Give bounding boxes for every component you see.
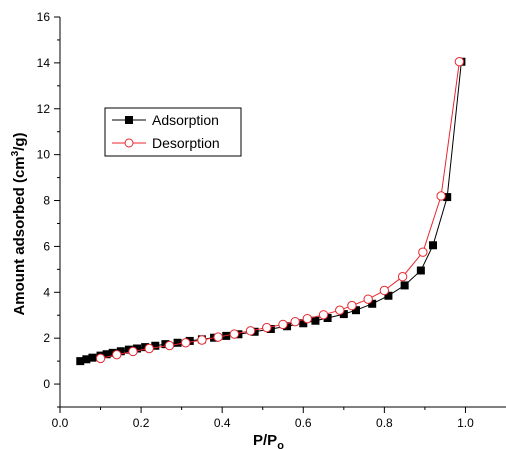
legend-desorption-label: Desorption xyxy=(152,135,220,151)
data-point-desorption xyxy=(454,57,465,67)
data-point-desorption xyxy=(144,343,154,354)
y-axis-title: Amount adsorbed (cm3/g) xyxy=(10,132,28,315)
data-point-adsorption xyxy=(384,291,393,300)
data-point-desorption xyxy=(397,271,408,282)
axis-ticks: 0.0 0.2 0.4 0.6 0.8 1.0 0 2 4 6 8 10 12 14 16 xyxy=(37,10,474,430)
data-point-desorption xyxy=(418,247,428,257)
series-line-adsorption xyxy=(80,61,462,362)
x-tick-label: 0.0 xyxy=(52,416,69,430)
x-tick-label: 0.4 xyxy=(214,416,231,430)
data-point-desorption xyxy=(302,313,313,324)
y-tick-label: 4 xyxy=(43,285,50,299)
data-point-adsorption xyxy=(400,281,409,290)
data-point-desorption xyxy=(164,340,175,351)
data-point-adsorption xyxy=(102,350,111,359)
data-point-adsorption xyxy=(173,338,182,347)
data-point-adsorption xyxy=(368,299,377,308)
y-axis-title-tail: /g) xyxy=(11,132,28,150)
y-tick-label: 8 xyxy=(43,194,50,208)
y-tick-label: 2 xyxy=(43,331,50,345)
data-point-adsorption xyxy=(311,316,320,325)
data-point-desorption xyxy=(229,329,240,339)
data-point-adsorption xyxy=(116,347,125,356)
legend: Adsorption Desorption xyxy=(104,107,242,157)
series-line-desorption xyxy=(100,61,460,359)
data-point-adsorption xyxy=(429,241,438,250)
data-point-desorption xyxy=(278,319,288,330)
legend-adsorption-marker xyxy=(125,116,133,124)
data-point-adsorption xyxy=(82,355,91,364)
x-tick-label: 0.6 xyxy=(295,416,312,430)
data-point-adsorption xyxy=(443,193,452,202)
data-point-desorption xyxy=(436,191,446,201)
data-point-desorption xyxy=(347,300,357,311)
data-point-adsorption xyxy=(299,319,308,328)
data-point-adsorption xyxy=(88,353,97,362)
x-tick-label: 1.0 xyxy=(457,416,474,430)
data-point-adsorption xyxy=(323,313,332,322)
data-point-adsorption xyxy=(151,341,160,350)
data-point-adsorption xyxy=(351,306,360,315)
x-axis-title-main: P/P xyxy=(253,432,277,449)
x-tick-label: 0.2 xyxy=(133,416,150,430)
data-point-desorption xyxy=(363,294,373,304)
legend-adsorption-label: Adsorption xyxy=(152,112,219,128)
data-point-adsorption xyxy=(76,357,85,366)
series-desorption xyxy=(95,57,465,364)
data-point-desorption xyxy=(335,305,345,315)
legend-desorption-marker xyxy=(124,138,134,148)
series-adsorption xyxy=(76,57,466,366)
data-point-desorption xyxy=(112,349,122,360)
data-point-desorption xyxy=(262,322,272,333)
y-tick-label: 12 xyxy=(37,102,51,116)
data-point-desorption xyxy=(128,346,138,357)
data-series xyxy=(76,57,466,366)
x-axis-title-sub: o xyxy=(277,440,284,449)
data-point-adsorption xyxy=(133,344,142,353)
data-point-desorption xyxy=(379,285,390,296)
y-axis-title-main: Amount adsorbed (cm xyxy=(11,156,28,315)
data-point-adsorption xyxy=(339,310,348,319)
y-tick-label: 14 xyxy=(37,56,51,70)
y-tick-label: 10 xyxy=(37,148,51,162)
y-axis-title-sup: 3 xyxy=(10,150,21,156)
data-point-desorption xyxy=(95,353,106,364)
x-tick-label: 0.8 xyxy=(376,416,393,430)
data-point-desorption xyxy=(245,326,256,336)
data-point-desorption xyxy=(213,332,223,342)
data-point-desorption xyxy=(290,316,300,327)
data-point-desorption xyxy=(318,310,329,320)
data-point-adsorption xyxy=(416,266,425,275)
data-point-desorption xyxy=(197,335,207,345)
y-tick-label: 6 xyxy=(43,239,50,253)
plot-axes xyxy=(59,17,506,408)
y-tick-label: 16 xyxy=(37,10,51,24)
data-point-desorption xyxy=(180,338,191,348)
y-tick-label: 0 xyxy=(43,377,50,391)
x-axis-title: P/Po xyxy=(253,432,284,449)
